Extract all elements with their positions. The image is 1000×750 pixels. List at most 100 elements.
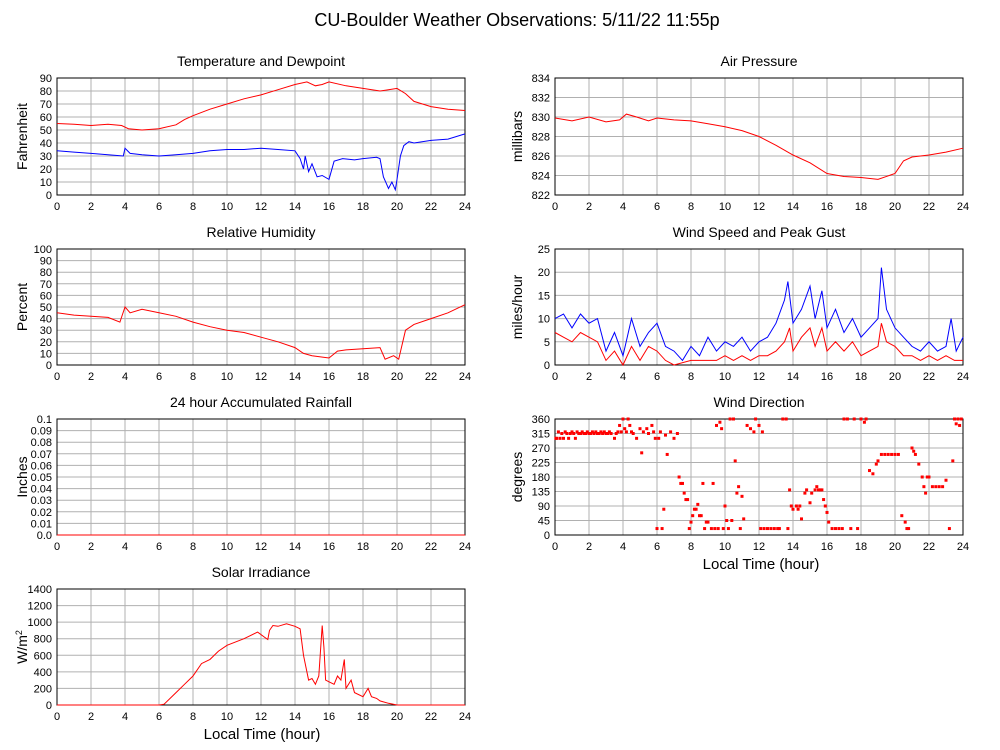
x-tick-label: 2 — [586, 541, 592, 553]
y-tick-label: 30 — [40, 325, 52, 337]
y-tick-label: 80 — [40, 86, 52, 98]
data-point — [737, 485, 741, 489]
data-point — [920, 475, 924, 479]
data-point — [664, 433, 667, 437]
data-point — [607, 430, 611, 434]
data-point — [606, 432, 610, 435]
data-point — [563, 430, 567, 434]
data-point — [879, 452, 883, 456]
x-tick-label: 24 — [459, 201, 471, 213]
data-point — [628, 423, 632, 427]
y-tick-label: 0 — [46, 190, 52, 202]
data-point — [830, 527, 834, 531]
x-tick-label: 16 — [821, 371, 833, 383]
y-tick-label: 90 — [40, 256, 52, 268]
x-tick-label: 24 — [459, 711, 471, 723]
data-point — [624, 430, 628, 434]
data-point — [698, 514, 701, 518]
x-tick-label: 20 — [391, 371, 403, 383]
data-point — [913, 452, 917, 456]
data-point — [675, 432, 679, 435]
data-point — [859, 417, 863, 421]
y-tick-label: 225 — [532, 458, 550, 470]
y-tick-label: 0.06 — [31, 460, 52, 472]
x-tick-label: 0 — [54, 371, 60, 383]
x-axis-label-right: Local Time (hour) — [703, 556, 820, 573]
panel-title: Temperature and Dewpoint — [177, 53, 345, 69]
y-tick-label: 270 — [532, 443, 550, 455]
data-point — [912, 449, 916, 453]
data-point — [903, 520, 907, 524]
data-point — [681, 481, 684, 485]
y-tick-label: 100 — [34, 244, 52, 256]
x-tick-label: 16 — [323, 371, 335, 383]
x-tick-label: 16 — [323, 201, 335, 213]
data-point — [652, 430, 656, 434]
data-point — [626, 417, 630, 421]
y-axis-label-superscript: 2 — [14, 630, 24, 635]
y-tick-label: 45 — [538, 516, 550, 528]
y-tick-label: 0.0 — [37, 530, 52, 542]
data-point — [572, 432, 576, 435]
y-tick-label: 0.03 — [31, 495, 52, 507]
x-tick-label: 20 — [391, 541, 403, 553]
data-point — [640, 451, 644, 455]
data-point — [803, 491, 807, 495]
series-line-1 — [554, 113, 964, 180]
y-tick-label: 20 — [40, 337, 52, 349]
x-tick-label: 0 — [54, 201, 60, 213]
data-point — [907, 527, 911, 531]
data-point — [772, 527, 776, 531]
data-point — [568, 432, 572, 435]
data-point — [842, 417, 846, 421]
y-tick-label: 0.02 — [31, 507, 52, 519]
data-point — [732, 417, 735, 421]
y-tick-label: 828 — [532, 132, 550, 144]
plot-frame — [56, 248, 466, 366]
data-point — [701, 481, 705, 485]
data-point — [641, 430, 645, 434]
x-tick-label: 16 — [323, 541, 335, 553]
data-point — [706, 520, 710, 524]
data-point — [630, 430, 633, 434]
data-point — [579, 432, 582, 435]
data-point — [886, 452, 890, 456]
x-tick-label: 8 — [190, 201, 196, 213]
data-point — [728, 417, 732, 421]
y-tick-label: 40 — [40, 138, 52, 150]
x-tick-label: 16 — [821, 201, 833, 213]
data-point — [752, 430, 756, 434]
data-point — [825, 510, 829, 514]
data-point — [584, 432, 588, 435]
y-axis-label: millibars — [509, 111, 525, 162]
data-point — [672, 436, 676, 440]
data-point — [794, 504, 798, 508]
y-tick-label: 10 — [538, 314, 550, 326]
data-point — [618, 423, 622, 427]
y-axis-label: degrees — [509, 452, 525, 503]
data-point — [599, 430, 603, 434]
data-point — [788, 488, 792, 492]
x-tick-label: 4 — [620, 541, 626, 553]
series-line-2 — [56, 133, 466, 192]
data-point — [609, 432, 613, 435]
data-point — [638, 427, 642, 431]
y-tick-label: 0.05 — [31, 472, 52, 484]
x-tick-label: 20 — [889, 541, 901, 553]
x-tick-label: 18 — [357, 711, 369, 723]
data-point — [927, 475, 931, 479]
y-axis-label: Inches — [14, 456, 30, 497]
data-point — [669, 430, 673, 434]
y-tick-label: 360 — [532, 414, 550, 426]
x-tick-label: 22 — [425, 711, 437, 723]
data-point — [934, 485, 938, 489]
y-tick-label: 20 — [40, 164, 52, 176]
data-point — [798, 504, 802, 508]
x-tick-label: 22 — [425, 371, 437, 383]
series-line-1 — [56, 304, 466, 361]
y-tick-label: 15 — [538, 290, 550, 302]
y-tick-label: 80 — [40, 267, 52, 279]
data-point — [623, 427, 627, 431]
